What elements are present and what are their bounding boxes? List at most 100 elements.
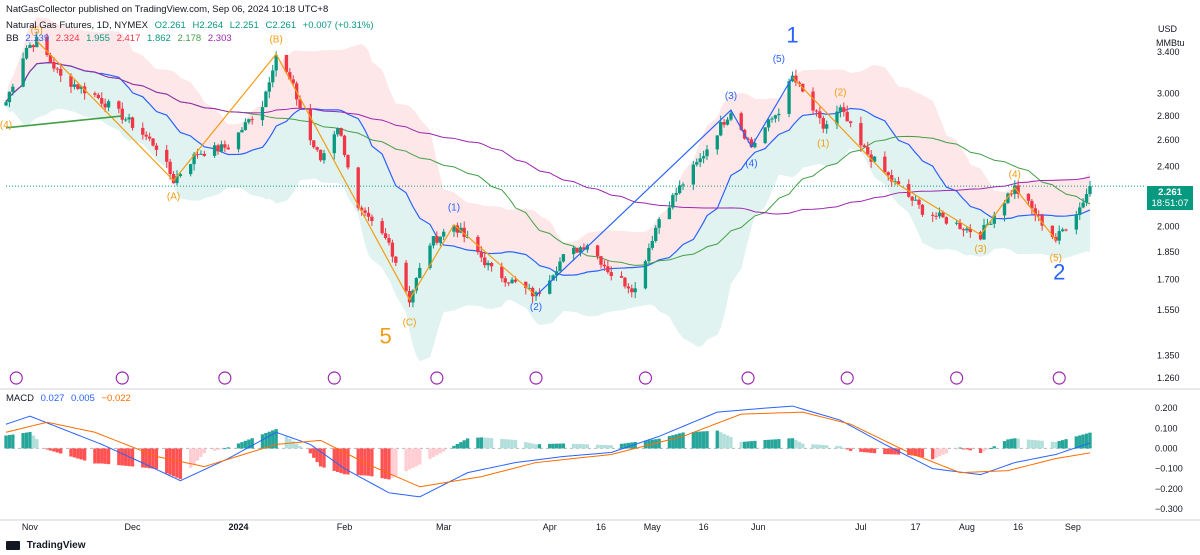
macd-histogram-bar bbox=[510, 439, 514, 449]
candle-body bbox=[859, 123, 863, 146]
macd-histogram-bar bbox=[623, 443, 627, 449]
candle bbox=[917, 198, 921, 209]
macd-histogram-bar bbox=[920, 448, 925, 458]
macd-histogram-bar bbox=[814, 444, 819, 449]
macd-histogram-bar bbox=[985, 448, 990, 450]
event-icons[interactable] bbox=[9, 371, 1066, 385]
candle bbox=[165, 144, 169, 168]
time-tick-label: Jul bbox=[855, 522, 867, 532]
candle bbox=[920, 203, 925, 217]
macd-histogram-bar bbox=[175, 448, 179, 478]
macd-histogram-bar bbox=[548, 443, 552, 449]
candle-body bbox=[240, 130, 244, 133]
candle bbox=[575, 247, 579, 253]
macd-histogram-bar bbox=[455, 443, 460, 449]
candle bbox=[695, 158, 699, 167]
macd-histogram-bar bbox=[1002, 441, 1007, 449]
axis-currency: USD bbox=[1158, 24, 1178, 34]
candle bbox=[106, 99, 111, 112]
macd-legend[interactable]: MACD 0.027 0.005 −0.022 bbox=[6, 393, 135, 404]
candle bbox=[654, 225, 658, 243]
candle bbox=[339, 127, 343, 137]
candle-body bbox=[677, 185, 682, 194]
macd-histogram-bar bbox=[465, 438, 470, 449]
candle-body bbox=[701, 156, 706, 159]
candle-body bbox=[725, 119, 730, 125]
bb-value: 2.178 bbox=[177, 33, 202, 44]
price-tick-label: 1.350 bbox=[1157, 350, 1180, 360]
candle-body bbox=[226, 147, 230, 150]
candle-body bbox=[766, 119, 771, 128]
candle-body bbox=[958, 222, 962, 230]
candle-body bbox=[380, 221, 384, 234]
candle bbox=[626, 283, 631, 294]
candle-body bbox=[76, 84, 80, 89]
candle bbox=[486, 260, 490, 271]
candle-body bbox=[883, 156, 887, 173]
macd-histogram-bar bbox=[199, 448, 203, 457]
candle bbox=[510, 277, 514, 284]
candle bbox=[264, 90, 268, 108]
time-tick-label: 16 bbox=[596, 522, 606, 532]
macd-histogram-bar bbox=[144, 448, 148, 468]
candle bbox=[141, 122, 145, 140]
candle-body bbox=[366, 212, 371, 217]
candle bbox=[773, 114, 778, 123]
candle-body bbox=[223, 144, 227, 148]
candle bbox=[1037, 210, 1041, 222]
macd-histogram-bar bbox=[428, 448, 432, 459]
ohlc-close: C2.261 bbox=[265, 20, 297, 31]
macd-histogram-bar bbox=[1033, 440, 1037, 449]
macd-histogram-bar bbox=[48, 448, 53, 451]
candle bbox=[260, 100, 265, 126]
macd-histogram-bar bbox=[835, 445, 839, 449]
candle bbox=[236, 132, 241, 153]
price-tick-label: 2.800 bbox=[1157, 111, 1180, 121]
publish-line: NatGasCollector published on TradingView… bbox=[6, 4, 329, 15]
wave-label: (5) bbox=[1050, 253, 1062, 264]
macd-histogram-bar bbox=[818, 444, 822, 449]
macd-histogram-bar bbox=[992, 446, 996, 449]
candle-body bbox=[814, 110, 819, 112]
candle-body bbox=[705, 149, 709, 157]
price-tick-label: 1.550 bbox=[1157, 305, 1180, 315]
time-axis[interactable]: Nov Dec 2024 Feb Mar Apr 16 May 16 Jun Jul 17 Aug 16 S… bbox=[22, 522, 1081, 532]
candle-body bbox=[602, 264, 607, 267]
candle bbox=[1006, 192, 1010, 205]
candle-body bbox=[332, 134, 336, 154]
candle-body bbox=[435, 236, 439, 243]
bb-legend[interactable]: BB 2.139 2.324 1.955 2.417 1.862 2.178 2… bbox=[6, 33, 236, 44]
bb-value: 1.862 bbox=[147, 33, 171, 44]
macd-histogram-bar bbox=[753, 440, 757, 449]
candle bbox=[766, 118, 771, 132]
candle bbox=[380, 218, 384, 235]
candle bbox=[838, 104, 843, 118]
macd-histogram-bar bbox=[223, 448, 227, 450]
candle-body bbox=[219, 144, 224, 152]
macd-histogram-bar bbox=[770, 439, 774, 449]
candle-body bbox=[431, 236, 436, 246]
candle-body bbox=[1040, 215, 1044, 226]
candle bbox=[7, 91, 12, 108]
candle bbox=[404, 259, 408, 293]
macd-histogram-bar bbox=[527, 442, 531, 449]
candle-body bbox=[845, 111, 849, 122]
macd-axis[interactable]: 0.200 0.100 0.000 −0.100 −0.200 −0.300 bbox=[1155, 403, 1183, 514]
candle-body bbox=[479, 252, 483, 258]
candle-body bbox=[510, 279, 514, 284]
candle bbox=[100, 92, 104, 108]
candle-body bbox=[842, 107, 846, 112]
macd-histogram-bar bbox=[82, 448, 87, 461]
tradingview-logo[interactable]: TradingView bbox=[6, 540, 86, 551]
candle bbox=[1002, 200, 1007, 222]
candle bbox=[896, 176, 901, 185]
wave-label: (2) bbox=[530, 302, 542, 313]
wave-label: (C) bbox=[403, 317, 417, 328]
symbol-legend[interactable]: Natural Gas Futures, 1D, NYMEX O2.261 H2… bbox=[6, 20, 378, 31]
event-icon bbox=[950, 371, 964, 385]
bollinger-band bbox=[5, 17, 1091, 362]
macd-histogram-bar bbox=[578, 444, 583, 449]
candle bbox=[1016, 180, 1020, 199]
